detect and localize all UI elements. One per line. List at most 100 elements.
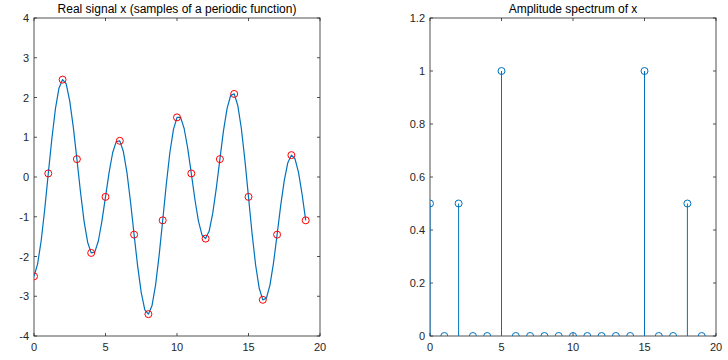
- stem-marker: [570, 333, 577, 337]
- title: Real signal x (samples of a periodic fun…: [58, 2, 297, 16]
- y-tick: [34, 57, 37, 58]
- y-tick: [430, 124, 433, 125]
- y-tick-label: 2: [23, 92, 29, 104]
- y-tick: [430, 71, 433, 72]
- y-tick-label: 0.8: [410, 118, 425, 130]
- stem-marker: [430, 200, 434, 207]
- y-tick: [34, 256, 37, 257]
- x-tick-top: [501, 18, 502, 21]
- stem-marker: [498, 68, 505, 75]
- y-tick: [34, 216, 37, 217]
- y-tick-right: [317, 137, 320, 138]
- sample-point: [45, 170, 52, 177]
- sample-point: [102, 193, 109, 200]
- axes: Amplitude spectrum of x 0 5 10 15 20 0 0.2 0.4 0.…: [410, 2, 722, 353]
- sample-point: [145, 311, 152, 318]
- y-tick-label: 4: [23, 12, 29, 24]
- stem-marker: [469, 333, 476, 337]
- y-tick-right: [317, 216, 320, 217]
- stem-marker: [527, 333, 534, 337]
- y-tick: [430, 18, 433, 19]
- plot-frame: [430, 18, 716, 336]
- y-tick: [34, 137, 37, 138]
- y-tick-label: 0.4: [410, 224, 425, 236]
- sample-point: [259, 296, 266, 303]
- x-tick-label: 0: [427, 341, 433, 353]
- x-tick-top: [716, 18, 717, 21]
- x-tick-label: 5: [498, 341, 504, 353]
- y-tick: [34, 296, 37, 297]
- y-tick-label: 0.2: [410, 277, 425, 289]
- sample-point: [245, 193, 252, 200]
- x-tick: [320, 333, 321, 336]
- x-tick-top: [644, 18, 645, 21]
- stem: [501, 71, 502, 336]
- stem: [430, 204, 431, 337]
- y-tick-right: [713, 71, 716, 72]
- y-tick-right: [317, 57, 320, 58]
- x-tick-top: [320, 18, 321, 21]
- stem-marker: [598, 333, 605, 337]
- y-tick-label: -2: [19, 251, 29, 263]
- sample-point: [159, 217, 166, 224]
- x-tick: [105, 333, 106, 336]
- x-tick: [177, 333, 178, 336]
- figure: Real signal x (samples of a periodic fun…: [0, 0, 728, 360]
- stem-marker: [627, 333, 634, 337]
- y-tick-right: [713, 336, 716, 337]
- x-tick-top: [248, 18, 249, 21]
- stem-marker: [655, 333, 662, 337]
- stem-marker: [641, 68, 648, 75]
- y-tick-label: 3: [23, 52, 29, 64]
- sample-point: [202, 235, 209, 242]
- stem-marker: [555, 333, 562, 337]
- stem-marker: [698, 333, 705, 337]
- sample-point: [188, 170, 195, 177]
- stem-marker: [670, 333, 677, 337]
- y-tick-right: [317, 256, 320, 257]
- stem-marker: [684, 200, 691, 207]
- stem-marker: [441, 333, 448, 337]
- y-tick-right: [317, 336, 320, 337]
- sample-point: [34, 273, 38, 280]
- stem-marker: [512, 333, 519, 337]
- plot-frame: [34, 18, 320, 336]
- y-tick: [34, 18, 37, 19]
- x-tick-label: 10: [567, 341, 579, 353]
- sample-point: [131, 231, 138, 238]
- stem: [644, 71, 645, 336]
- x-tick: [716, 333, 717, 336]
- y-tick-right: [713, 18, 716, 19]
- y-tick-label: -3: [19, 290, 29, 302]
- stem-marker: [541, 333, 548, 337]
- plot-area: [430, 68, 705, 337]
- stem-marker: [612, 333, 619, 337]
- line: [34, 80, 306, 315]
- y-tick-right: [317, 296, 320, 297]
- x-tick-top: [105, 18, 106, 21]
- x-tick-label: 0: [31, 341, 37, 353]
- x-tick-top: [34, 18, 35, 21]
- x-tick-label: 10: [171, 341, 183, 353]
- stem-marker: [484, 333, 491, 337]
- x-tick-label: 15: [242, 341, 254, 353]
- stem-marker: [455, 200, 462, 207]
- sample-point: [274, 231, 281, 238]
- y-tick-label: 1: [23, 131, 29, 143]
- axes: Real signal x (samples of a periodic fun…: [19, 2, 326, 353]
- sample-point: [174, 114, 181, 121]
- x-tick-top: [430, 18, 431, 21]
- x-tick-label: 20: [710, 341, 722, 353]
- x-tick-label: 15: [638, 341, 650, 353]
- sample-point: [288, 152, 295, 159]
- stem: [458, 204, 459, 337]
- title: Amplitude spectrum of x: [509, 2, 638, 16]
- y-tick-right: [713, 283, 716, 284]
- x-tick-label: 5: [102, 341, 108, 353]
- y-tick-label: 0: [419, 330, 425, 342]
- sample-point: [216, 156, 223, 163]
- sample-point: [116, 137, 123, 144]
- y-tick: [34, 177, 37, 178]
- x-tick: [34, 333, 35, 336]
- x-tick: [248, 333, 249, 336]
